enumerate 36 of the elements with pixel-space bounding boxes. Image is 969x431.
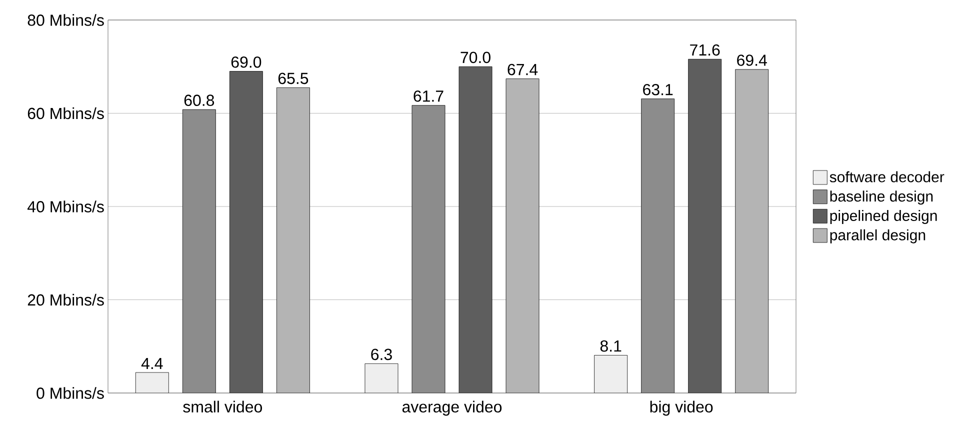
y-tick-label: 60 Mbins/s	[28, 107, 104, 120]
y-tick-label: 20 Mbins/s	[28, 294, 104, 306]
bar	[594, 355, 628, 393]
bar	[506, 78, 540, 393]
bar	[458, 66, 492, 393]
legend-label: parallel design	[830, 229, 926, 244]
bar	[229, 71, 263, 393]
data-label: 63.1	[643, 84, 673, 96]
bar	[688, 58, 722, 393]
y-tick-label: 0 Mbins/s	[36, 387, 104, 399]
data-label: 8.1	[600, 340, 622, 352]
data-label: 69.4	[737, 54, 767, 66]
data-label: 65.5	[278, 72, 308, 84]
legend-label: software decoder	[830, 171, 944, 182]
data-label: 71.6	[690, 44, 720, 56]
x-tick-label: average video	[402, 400, 502, 416]
data-label: 70.0	[460, 52, 490, 64]
bar	[364, 363, 398, 393]
bar	[276, 87, 310, 393]
data-label: 61.7	[414, 90, 444, 102]
bar	[412, 105, 446, 393]
data-label: 4.4	[141, 358, 163, 369]
y-tick-label: 80 Mbins/s	[28, 14, 104, 26]
bar	[735, 69, 769, 393]
bar	[135, 372, 169, 393]
data-label: 60.8	[184, 94, 214, 106]
bar	[182, 109, 216, 393]
legend-label: baseline design	[830, 190, 933, 205]
y-tick-label: 40 Mbins/s	[27, 200, 104, 212]
legend-label: pipelined design	[830, 210, 937, 224]
x-tick-label: big video	[650, 400, 713, 416]
x-tick-label: small video	[183, 400, 262, 413]
data-label: 69.0	[231, 56, 262, 68]
data-label: 67.4	[508, 64, 538, 76]
bar	[641, 98, 675, 393]
data-label: 6.3	[371, 348, 392, 360]
